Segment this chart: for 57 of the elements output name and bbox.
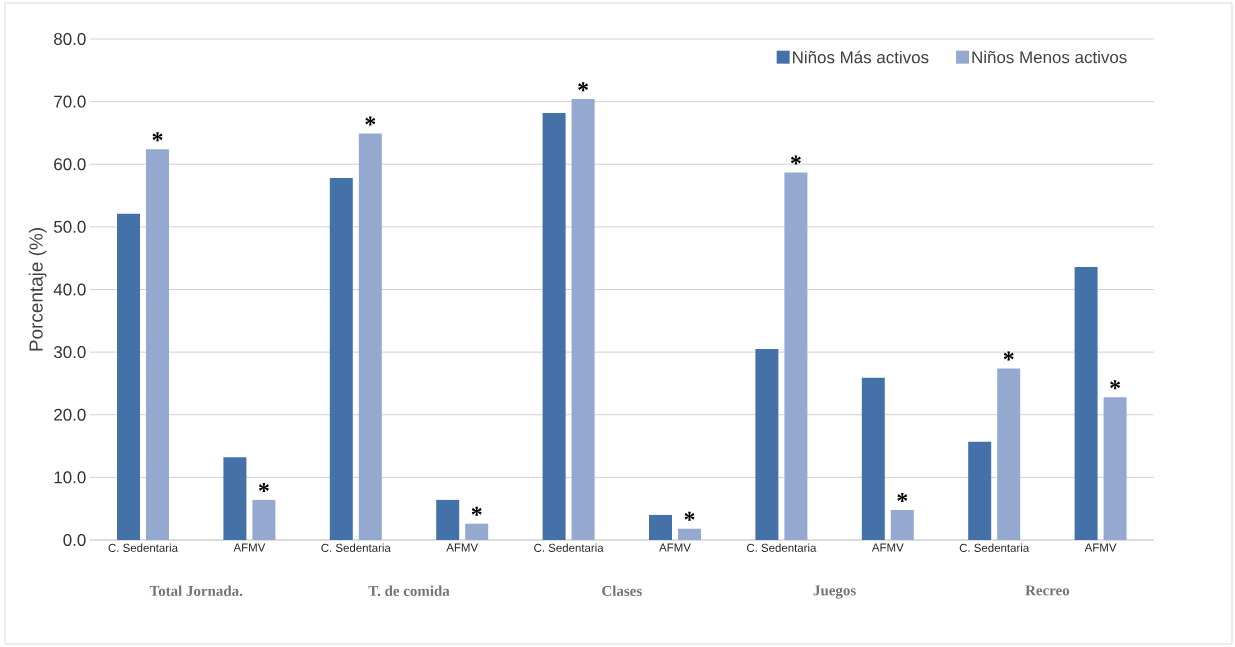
bar bbox=[1074, 266, 1098, 540]
bar bbox=[358, 133, 382, 540]
bar bbox=[649, 514, 672, 540]
y-axis-title: Porcentaje (%) bbox=[28, 228, 47, 351]
data-label: * bbox=[1110, 380, 1121, 390]
x-tick-label: C. Sedentaria bbox=[321, 543, 391, 552]
x-tick-label: AFMV bbox=[1084, 543, 1117, 552]
y-tick-label: 20.0 bbox=[54, 408, 86, 421]
x-tick-label: C. Sedentaria bbox=[534, 543, 604, 552]
x-tick-label: AFMV bbox=[659, 543, 691, 552]
text: Recreo bbox=[1025, 585, 1070, 596]
y-tick-label: 10.0 bbox=[54, 471, 86, 484]
y-tick-label: 50.0 bbox=[54, 220, 86, 233]
x-tick-label: C. Sedentaria bbox=[746, 543, 817, 552]
x-tick-label: AFMV bbox=[871, 543, 904, 552]
data-label: * bbox=[790, 155, 801, 165]
y-tick-label: 60.0 bbox=[54, 158, 86, 171]
y-tick-label: 80.0 bbox=[54, 32, 86, 45]
x-tick-label: AFMV bbox=[446, 543, 479, 552]
text: T. de comida bbox=[368, 585, 450, 597]
bar bbox=[755, 348, 779, 540]
bar bbox=[252, 499, 276, 540]
bar bbox=[784, 172, 808, 540]
bar bbox=[571, 99, 595, 540]
data-label: * bbox=[152, 132, 163, 142]
text: Total Jornada. bbox=[149, 585, 243, 597]
y-tick-label: 0.0 bbox=[63, 533, 86, 546]
bar bbox=[223, 457, 247, 540]
y-tick-label: 30.0 bbox=[53, 346, 86, 359]
data-label: * bbox=[365, 116, 376, 126]
text: Juegos bbox=[813, 585, 856, 599]
bar bbox=[1103, 397, 1127, 540]
legend-label: Niños Menos activos bbox=[972, 50, 1127, 64]
bar bbox=[146, 149, 170, 540]
bar bbox=[678, 528, 701, 540]
y-tick-label: 70.0 bbox=[54, 95, 86, 108]
data-label: * bbox=[471, 506, 482, 516]
data-label: * bbox=[578, 82, 589, 92]
data-label: * bbox=[684, 511, 695, 521]
bar bbox=[890, 509, 914, 540]
x-tick-label: C. Sedentaria bbox=[108, 543, 179, 552]
bar bbox=[861, 377, 885, 540]
bar bbox=[465, 523, 489, 540]
x-tick-label: C. Sedentaria bbox=[959, 543, 1030, 552]
bar bbox=[968, 441, 992, 540]
data-label: * bbox=[897, 492, 908, 502]
bar bbox=[329, 178, 353, 540]
text: Clases bbox=[602, 585, 642, 597]
bar bbox=[997, 368, 1021, 540]
data-label: * bbox=[1003, 351, 1014, 361]
y-tick-label: 40.0 bbox=[53, 283, 86, 296]
x-tick-label: AFMV bbox=[233, 543, 266, 552]
bar bbox=[436, 499, 460, 540]
data-label: * bbox=[258, 482, 269, 492]
legend-label: Niños Más activos bbox=[793, 50, 929, 64]
bar bbox=[117, 213, 141, 540]
bar bbox=[542, 112, 566, 540]
